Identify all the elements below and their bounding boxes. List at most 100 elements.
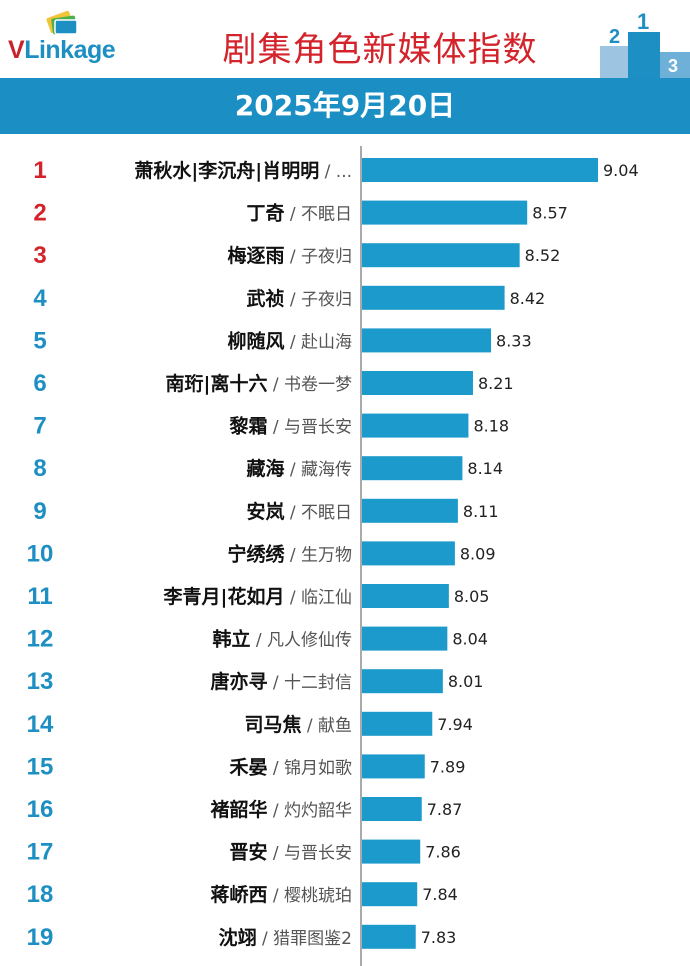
- svg-text:3: 3: [668, 56, 678, 76]
- role-name: 藏海: [246, 457, 284, 480]
- bar: [362, 669, 443, 694]
- rank-label: 2: [33, 200, 46, 227]
- bar: [362, 882, 418, 907]
- svg-text:1: 1: [637, 12, 649, 34]
- bar: [362, 413, 469, 438]
- category-label: 唐亦寻 / 十二封信: [210, 670, 352, 693]
- role-name: 晋安: [229, 841, 267, 864]
- drama-name: / 灼灼韶华: [267, 801, 352, 821]
- bar: [362, 243, 520, 268]
- drama-name: / 与晋长安: [267, 844, 352, 864]
- rank-label: 10: [27, 540, 54, 567]
- value-label: 8.04: [452, 630, 488, 649]
- role-name: 安岚: [246, 500, 284, 523]
- rank-label: 14: [27, 711, 54, 738]
- value-label: 8.33: [496, 331, 532, 350]
- category-label: 李青月|花如月 / 临江仙: [163, 585, 353, 608]
- logo-text: VLinkage: [8, 36, 116, 64]
- role-name: 李青月|花如月: [163, 585, 285, 608]
- drama-name: / 与晋长安: [267, 418, 352, 438]
- rank-label: 15: [27, 753, 54, 780]
- category-label: 褚韶华 / 灼灼韶华: [209, 798, 352, 821]
- drama-name: / 赴山海: [284, 332, 352, 352]
- drama-name: / 凡人修仙传: [250, 631, 352, 651]
- rank-label: 5: [33, 327, 46, 354]
- rank-label: 11: [27, 583, 52, 610]
- value-label: 7.83: [421, 928, 457, 947]
- role-name: 司马焦: [244, 713, 301, 736]
- drama-name: / 十二封信: [267, 673, 352, 693]
- bar: [362, 158, 598, 182]
- bar: [362, 498, 458, 523]
- bar: [362, 371, 473, 395]
- drama-name: / ...: [319, 162, 352, 182]
- role-name: 唐亦寻: [210, 670, 267, 693]
- bar: [362, 626, 448, 651]
- rank-label: 7: [33, 413, 46, 440]
- role-name: 宁绣绣: [227, 542, 285, 565]
- value-label: 8.05: [454, 587, 490, 606]
- role-name: 南珩|离十六: [166, 372, 268, 395]
- category-label: 宁绣绣 / 生万物: [227, 542, 352, 565]
- drama-name: / 不眠日: [284, 503, 352, 523]
- rank-label: 13: [27, 668, 54, 695]
- category-label: 柳随风 / 赴山海: [227, 329, 352, 352]
- category-label: 丁奇 / 不眠日: [246, 202, 352, 225]
- value-label: 8.11: [463, 502, 499, 521]
- value-label: 9.04: [603, 161, 639, 180]
- page-title: 剧集角色新媒体指数: [222, 30, 538, 70]
- value-label: 7.84: [422, 885, 458, 904]
- bar: [362, 839, 421, 864]
- drama-name: / 子夜归: [284, 247, 352, 267]
- value-label: 8.18: [473, 417, 509, 436]
- category-label: 韩立 / 凡人修仙传: [212, 628, 352, 651]
- role-name: 梅逐雨: [227, 244, 284, 267]
- drama-name: / 献鱼: [301, 716, 352, 736]
- rank-label: 9: [33, 498, 46, 525]
- rank-label: 18: [27, 881, 54, 908]
- rank-label: 3: [33, 242, 46, 269]
- category-label: 黎霜 / 与晋长安: [229, 416, 352, 438]
- role-name: 丁奇: [246, 202, 284, 225]
- role-name: 褚韶华: [209, 798, 267, 821]
- rank-label: 16: [27, 796, 54, 823]
- role-name: 萧秋水|李沉舟|肖明明: [134, 159, 319, 182]
- date-label: 2025年9月20日: [234, 89, 456, 122]
- bar: [362, 584, 449, 608]
- bar: [362, 456, 463, 481]
- podium-icon: 2 1 3: [600, 12, 690, 78]
- svg-text:2: 2: [609, 26, 620, 48]
- category-label: 司马焦 / 献鱼: [244, 713, 352, 736]
- role-name: 沈翊: [219, 926, 257, 949]
- rank-label: 12: [27, 626, 54, 653]
- value-label: 8.14: [467, 459, 503, 478]
- bar: [362, 711, 433, 736]
- drama-name: / 不眠日: [284, 205, 352, 225]
- rank-label: 1: [33, 157, 46, 184]
- drama-name: / 生万物: [284, 545, 352, 565]
- drama-name: / 猎罪图鉴2: [257, 929, 352, 949]
- category-label: 安岚 / 不眠日: [246, 500, 352, 523]
- drama-name: / 临江仙: [284, 588, 352, 608]
- role-name: 黎霜: [229, 416, 267, 438]
- date-banner: 2025年9月20日: [0, 78, 690, 134]
- value-label: 8.09: [460, 544, 496, 563]
- rank-label: 4: [33, 285, 47, 312]
- rank-label: 8: [33, 455, 46, 482]
- role-name: 柳随风: [227, 329, 284, 352]
- value-label: 8.21: [478, 374, 514, 393]
- bar: [362, 285, 505, 310]
- value-label: 7.87: [427, 800, 463, 819]
- value-label: 7.86: [425, 843, 461, 862]
- category-label: 沈翊 / 猎罪图鉴2: [219, 926, 352, 949]
- rank-label: 6: [33, 370, 46, 397]
- header: VLinkage 剧集角色新媒体指数 2 1 3: [0, 0, 690, 78]
- value-label: 7.89: [430, 757, 466, 776]
- value-label: 8.57: [532, 204, 568, 223]
- value-label: 8.42: [510, 289, 546, 308]
- drama-name: / 藏海传: [284, 460, 352, 480]
- bar: [362, 328, 492, 353]
- bar: [362, 797, 422, 821]
- bar: [362, 924, 416, 949]
- drama-name: / 樱桃琥珀: [267, 886, 352, 906]
